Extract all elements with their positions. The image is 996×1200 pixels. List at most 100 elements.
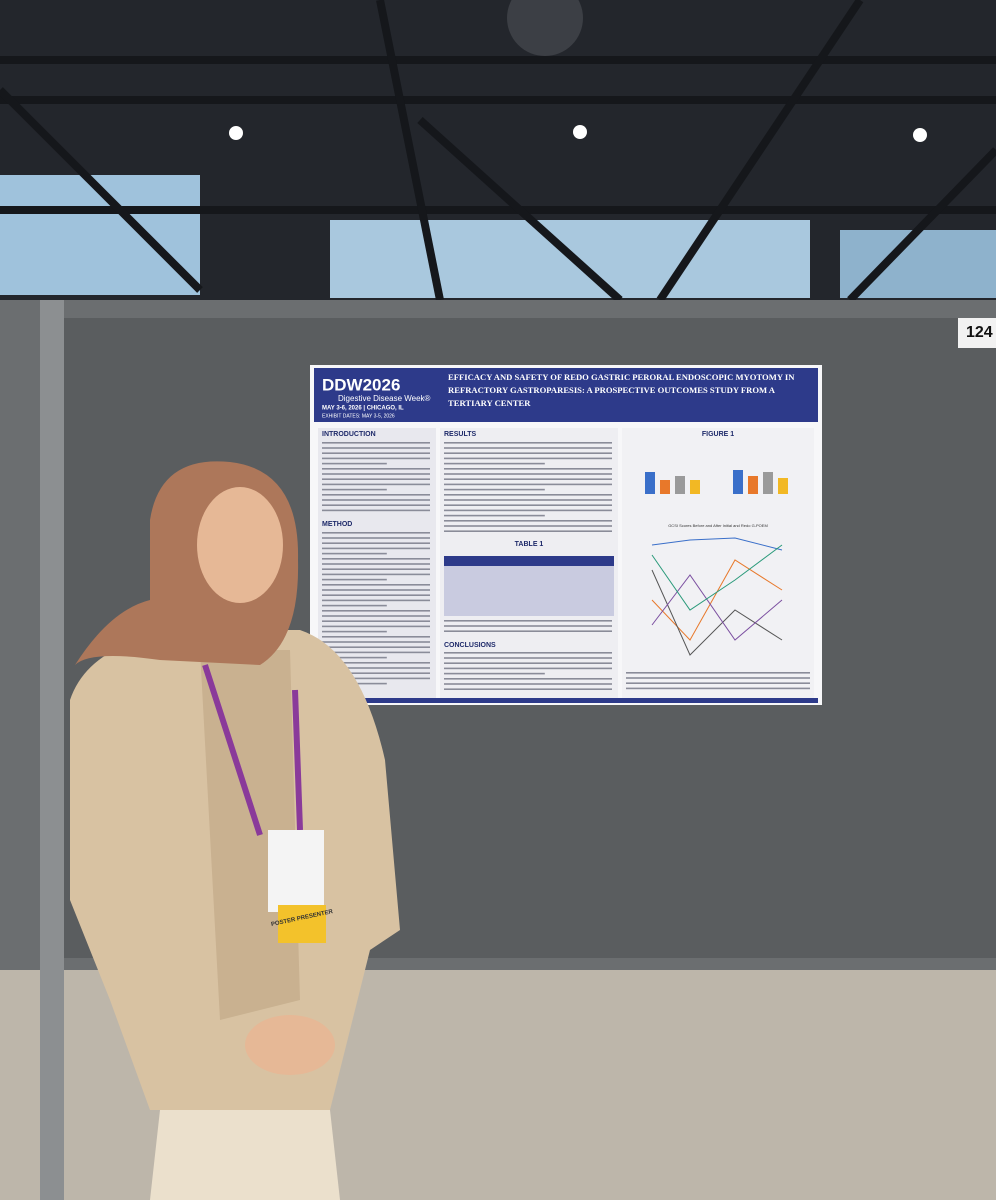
text-line: [444, 452, 612, 454]
text-line: [444, 652, 612, 654]
line-shape: [651, 559, 783, 641]
bar-shape: [733, 470, 743, 494]
text-line: [322, 646, 430, 648]
text-line: [322, 599, 430, 602]
text-line: [444, 447, 612, 449]
text-line: [444, 688, 612, 690]
text-line: [322, 558, 430, 560]
logo-subtitle: Digestive Disease Week®: [338, 394, 431, 403]
text-line: [322, 677, 430, 680]
beam: [0, 87, 203, 293]
text-line: [322, 656, 387, 659]
text-line: [322, 442, 430, 444]
text-line: [626, 682, 810, 684]
text-line: [322, 604, 387, 607]
badge-ribbon: [278, 905, 326, 943]
text-line: [444, 620, 612, 622]
text-line: [444, 625, 612, 627]
text-line: [444, 468, 612, 470]
light: [573, 125, 587, 139]
text-line: [322, 636, 430, 638]
table-header: [444, 556, 614, 566]
text-line: [444, 514, 545, 517]
section-heading: CONCLUSIONS: [444, 642, 496, 649]
section-heading: METHOD: [322, 521, 352, 528]
text-line: [322, 625, 430, 628]
text-line: [444, 530, 612, 532]
text-line: [322, 478, 430, 480]
bar-shape: [645, 472, 655, 494]
text-line: [626, 677, 810, 679]
title-line: EFFICACY AND SAFETY OF REDO GASTRIC PERO…: [448, 372, 795, 382]
text-line: [626, 687, 810, 690]
text-line: [444, 504, 612, 506]
bar-shape: [675, 476, 685, 494]
poster-footer: [314, 698, 818, 703]
text-line: [322, 542, 430, 544]
poster-title: EFFICACY AND SAFETY OF REDO GASTRIC PERO…: [448, 372, 795, 408]
top: [200, 650, 300, 1020]
text-line: [322, 457, 430, 460]
figure-caption: GCSI Scores Before and After Initial and…: [668, 523, 768, 528]
line-shape: [651, 574, 783, 641]
text-line: [322, 532, 430, 534]
text-line: [626, 672, 810, 674]
bar-shape: [778, 478, 788, 494]
lanyard: [202, 664, 303, 836]
text-line: [444, 657, 612, 659]
light: [913, 128, 927, 142]
text-line: [322, 584, 430, 586]
text-line: [322, 473, 430, 475]
text-line: [444, 442, 612, 444]
text-line: [322, 573, 430, 576]
figure-bars: [645, 470, 788, 494]
figure-lines: [651, 537, 783, 656]
text-line: [444, 672, 545, 675]
text-line: [322, 547, 430, 550]
text-line: [322, 509, 430, 512]
text-line: [322, 651, 430, 654]
beam: [656, 0, 864, 303]
bar-shape: [660, 480, 670, 494]
board-number-tag: [958, 318, 996, 348]
beam: [847, 147, 996, 303]
text-line: [444, 473, 612, 475]
text-line: [322, 610, 430, 612]
line-shape: [651, 544, 783, 611]
light: [229, 126, 243, 140]
poster-body-text: [322, 442, 810, 690]
text-line: [444, 678, 612, 680]
text-line: [444, 488, 545, 491]
board-post: [40, 300, 64, 1200]
text-line: [444, 667, 612, 670]
text-line: [444, 630, 612, 632]
section-heading: TABLE 1: [515, 541, 544, 548]
text-line: [322, 488, 387, 491]
text-line: [322, 494, 430, 496]
text-line: [322, 499, 430, 501]
text-line: [322, 594, 430, 596]
bar-shape: [748, 476, 758, 494]
section-heading: FIGURE 1: [702, 431, 734, 438]
text-line: [322, 468, 430, 470]
text-line: [322, 662, 430, 664]
section-heading: RESULTS: [444, 431, 476, 438]
text-line: [444, 683, 612, 685]
beam: [376, 0, 444, 301]
text-line: [322, 452, 430, 454]
text-line: [444, 494, 612, 496]
text-line: [322, 672, 430, 674]
face: [197, 487, 283, 603]
text-line: [444, 509, 612, 512]
text-line: [444, 662, 612, 664]
text-line: [444, 483, 612, 486]
text-line: [322, 578, 387, 581]
text-line: [444, 520, 612, 522]
exhibit-dates: EXHIBIT DATES: MAY 3-5, 2026: [322, 413, 395, 419]
trousers: [150, 1110, 340, 1200]
text-line: [322, 615, 430, 617]
text-line: [444, 478, 612, 480]
